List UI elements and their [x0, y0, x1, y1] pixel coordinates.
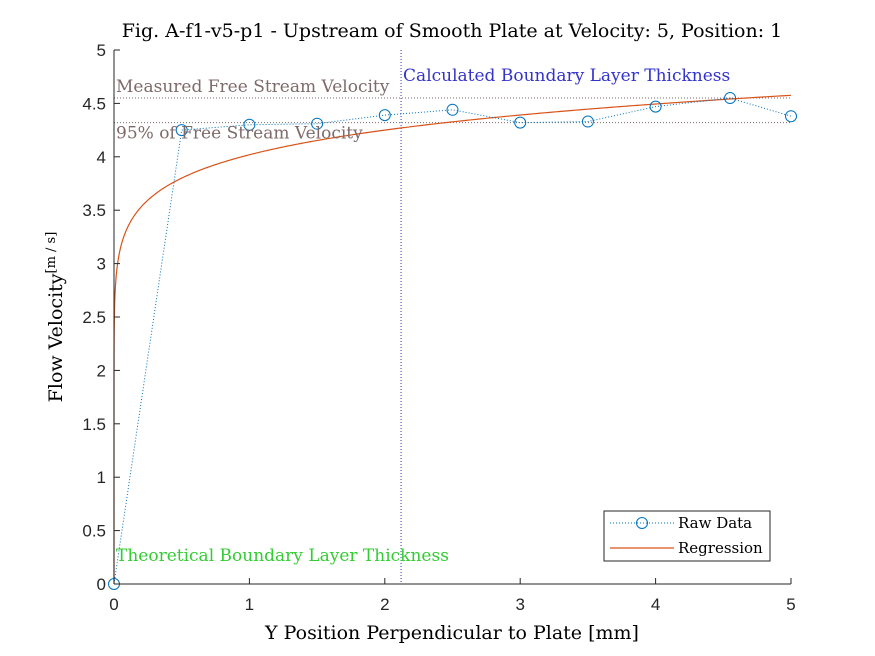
x-tick-label: 3 — [515, 595, 524, 614]
y-tick-label: 2.5 — [82, 308, 106, 327]
legend: Raw Data Regression — [603, 510, 771, 562]
reference-line-label: 95% of Free Stream Velocity — [116, 124, 363, 144]
raw-data-point — [724, 92, 737, 105]
raw-data-point — [649, 100, 662, 113]
y-tick-label: 2 — [97, 361, 106, 380]
y-axis-label: Flow Velocity[m / s] — [44, 232, 67, 403]
y-tick-label: 1.5 — [82, 415, 106, 434]
raw-data-point — [446, 103, 459, 116]
x-axis-label: Y Position Perpendicular to Plate [mm] — [264, 622, 639, 644]
x-tick-label: 1 — [245, 595, 254, 614]
raw-data-point — [243, 118, 256, 131]
regression-curve — [113, 94, 792, 584]
y-tick-label: 5 — [97, 41, 106, 60]
y-tick-label: 3.5 — [82, 201, 106, 220]
raw-data-point — [311, 117, 324, 130]
y-axis-label-main: Flow Velocity — [45, 273, 67, 402]
y-axis-label-unit: [m / s] — [44, 232, 59, 274]
y-ticks: 0 0.5 1 1.5 2 2.5 3 3.5 4 4.5 5 — [82, 41, 120, 594]
y-tick-label: 0 — [97, 575, 106, 594]
raw-data-line — [113, 97, 792, 585]
x-tick-label: 4 — [651, 595, 660, 614]
x-tick-label: 2 — [380, 595, 389, 614]
raw-data-point — [175, 124, 188, 137]
y-tick-label: 0.5 — [82, 522, 106, 541]
x-tick-label: 0 — [109, 595, 118, 614]
reference-line-label: Calculated Boundary Layer Thickness — [403, 66, 730, 86]
y-tick-label: 4 — [97, 148, 106, 167]
reference-line-label: Measured Free Stream Velocity — [116, 77, 390, 97]
y-tick-label: 1 — [97, 468, 106, 487]
raw-data-point — [514, 116, 527, 129]
chart-title: Fig. A-f1-v5-p1 - Upstream of Smooth Pla… — [122, 20, 783, 42]
raw-data-point — [378, 109, 391, 122]
raw-data-point — [785, 110, 797, 123]
x-ticks: 0 1 2 3 4 5 — [109, 578, 796, 614]
reference-line-label: Theoretical Boundary Layer Thickness — [116, 546, 449, 566]
reference-labels: Measured Free Stream Velocity 95% of Free… — [116, 66, 730, 566]
y-tick-label: 3 — [97, 255, 106, 274]
raw-data-point — [581, 115, 594, 128]
y-tick-label: 4.5 — [82, 94, 106, 113]
legend-raw-marker — [636, 517, 648, 529]
legend-raw-data-label: Raw Data — [678, 514, 752, 532]
series-layer — [108, 92, 797, 590]
legend-box — [603, 510, 771, 562]
x-tick-label: 5 — [786, 595, 795, 614]
legend-regression-label: Regression — [678, 539, 763, 557]
plot-area — [114, 50, 791, 584]
